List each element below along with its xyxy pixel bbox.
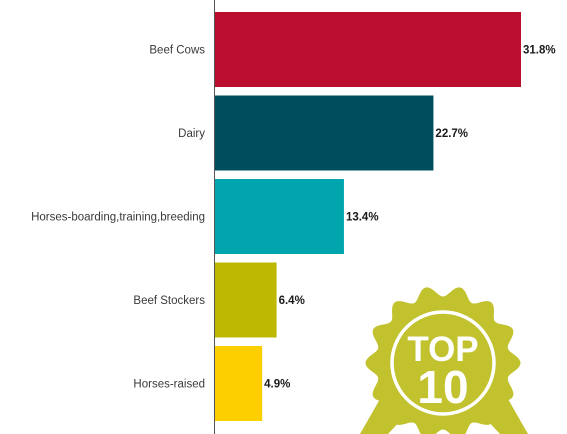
category-label: Horses-raised [133,379,205,391]
award-seal-icon: TOP 10 [360,287,528,434]
labels-layer: Beef Cows 31.8% Dairy 22.7% Horses-boarding,… [31,45,556,391]
value-label: 6.4% [279,295,305,307]
value-label: 31.8% [523,45,556,57]
category-label: Beef Stockers [133,295,205,307]
bar-0 [215,12,521,87]
category-label: Horses-boarding,training,breeding [31,212,205,224]
badge-top-text: TOP [407,330,478,369]
seal-inner-ring [390,310,496,416]
value-label: 22.7% [435,128,468,140]
badge-number-text: 10 [417,361,468,413]
value-label: 13.4% [346,212,379,224]
bars-layer [215,12,521,421]
category-label: Beef Cows [149,45,205,57]
value-label: 4.9% [264,379,290,391]
bar-4 [215,346,263,421]
bar-2 [215,179,344,254]
bar-3 [215,262,277,338]
category-label: Dairy [178,128,205,140]
bar-1 [215,95,434,171]
